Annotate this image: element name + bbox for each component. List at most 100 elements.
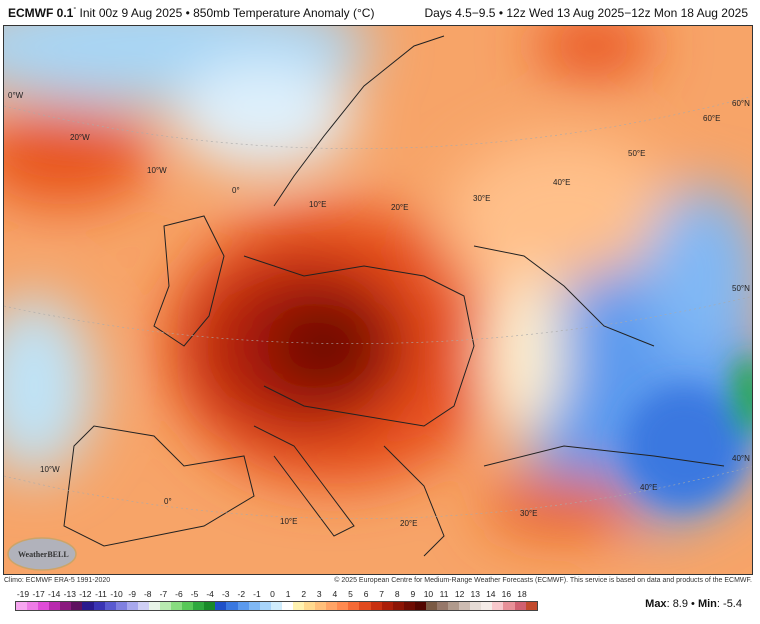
colorbar-tick: 10	[423, 589, 434, 599]
colorbar-tick: 12	[454, 589, 465, 599]
colorbar-swatch	[326, 602, 338, 610]
colorbar-tick: 7	[379, 589, 385, 599]
max-value: 8.9	[672, 598, 688, 610]
colorbar-swatch	[481, 602, 493, 610]
grid-label: 40°N	[732, 454, 750, 463]
colorbar-swatch	[337, 602, 349, 610]
colorbar-swatch	[292, 602, 305, 610]
colorbar-swatch	[237, 602, 249, 610]
colorbar-swatch	[503, 602, 515, 610]
colorbar-tick: 5	[348, 589, 353, 599]
colorbar-swatch	[448, 602, 460, 610]
colorbar-swatch	[470, 602, 482, 610]
colorbar-swatch	[248, 602, 260, 610]
colorbar-tick: -4	[206, 589, 214, 599]
grid-label: 40°E	[640, 483, 657, 492]
colorbar-tick: 0	[270, 589, 275, 599]
colorbar-swatch	[348, 602, 360, 610]
colorbar-swatch	[182, 602, 194, 610]
grid-label: 50°N	[732, 284, 750, 293]
grid-label: 0°	[164, 497, 172, 506]
grid-label: 20°W	[70, 133, 90, 142]
copyright-credit: © 2025 European Centre for Medium-Range …	[334, 577, 752, 584]
colorbar-swatch	[226, 602, 238, 610]
colorbar-swatch	[525, 602, 537, 610]
colorbar-tick: 4	[332, 589, 338, 599]
grid-label: 0°W	[8, 91, 24, 100]
colorbar-swatch	[381, 602, 393, 610]
colorbar-swatch	[392, 602, 404, 610]
colorbar-tick: 11	[439, 589, 449, 599]
colorbar-tick: -5	[190, 589, 199, 599]
colorbar-swatch	[425, 602, 437, 610]
degree-sign: °	[73, 7, 77, 14]
title-text: Init 00z 9 Aug 2025 • 850mb Temperature …	[76, 6, 375, 20]
forecast-period: Days 4.5−9.5 • 12z Wed 13 Aug 2025−12z M…	[424, 6, 748, 20]
grid-label: 30°E	[473, 194, 490, 203]
grid-label: 10°E	[309, 200, 326, 209]
colorbar-tick: -8	[143, 589, 152, 599]
colorbar-swatch	[148, 602, 161, 610]
colorbar-tick: -6	[175, 589, 183, 599]
colorbar-swatch	[204, 602, 216, 610]
colorbar-tick: -14	[48, 589, 61, 599]
grid-label: 10°E	[280, 517, 297, 526]
colorbar-tick: -13	[63, 589, 76, 599]
colorbar-tick: 9	[410, 589, 416, 599]
colorbar-swatch	[16, 602, 28, 610]
model-name: ECMWF 0.1	[8, 6, 74, 20]
colorbar-tick: -7	[159, 589, 168, 599]
colorbar-tick: 3	[316, 589, 322, 599]
colorbar-tick: 1	[285, 589, 291, 599]
colorbar-swatch	[436, 602, 449, 610]
grid-labels: 0°W 20°W 10°W 0° 10°E 20°E 30°E 40°E 50°…	[8, 91, 750, 528]
grid-label: 20°E	[391, 203, 408, 212]
colorbar-swatch	[126, 602, 138, 610]
colorbar-tick: 16	[501, 589, 512, 599]
colorbar-swatch	[115, 602, 127, 610]
max-label: Max	[645, 598, 667, 610]
colorbar-swatch	[359, 602, 371, 610]
colorbar-swatch	[514, 602, 526, 610]
colorbar-swatch	[38, 602, 50, 610]
colorbar-tick: -11	[95, 589, 107, 599]
colorbar-tick: 18	[517, 589, 527, 599]
max-min-readout: Max: 8.9 • Min: -5.4	[645, 598, 742, 610]
grid-label: 10°W	[147, 166, 167, 175]
colorbar-swatch	[137, 602, 149, 610]
colorbar-tick: 8	[394, 589, 400, 599]
colorbar-swatch	[171, 602, 183, 610]
coastlines	[63, 35, 725, 557]
colorbar-swatch	[270, 602, 282, 610]
colorbar-tick: 14	[486, 589, 496, 599]
min-value: -5.4	[723, 598, 742, 610]
grid-label: 10°W	[40, 465, 60, 474]
colorbar-tick: -12	[79, 589, 92, 599]
colorbar-swatch	[459, 602, 471, 610]
colorbar-swatch	[93, 602, 105, 610]
colorbar-swatch	[193, 602, 205, 610]
colorbar-tick: 13	[470, 589, 480, 599]
colorbar-tick: -2	[237, 589, 246, 599]
colorbar-swatch	[304, 602, 316, 610]
colorbar-swatch	[160, 602, 172, 610]
grid-label: 0°	[232, 186, 240, 195]
colorbar-swatch	[60, 602, 72, 610]
colorbar-swatch	[259, 602, 271, 610]
colorbar-swatch	[49, 602, 61, 610]
map-title: ECMWF 0.1° Init 00z 9 Aug 2025 • 850mb T…	[8, 6, 374, 20]
colorbar-tick: -10	[110, 589, 123, 599]
colorbar-swatch	[215, 602, 227, 610]
colorbar-swatch	[71, 602, 83, 610]
colorbar-swatch	[82, 602, 94, 610]
grid-label: 60°N	[732, 99, 750, 108]
weatherbell-logo: WeatherBELL	[7, 537, 77, 571]
colorbar-tick: -9	[128, 589, 136, 599]
min-label: Min	[697, 598, 717, 610]
grid-label: 30°E	[520, 509, 537, 518]
colorbar-ticks: -19 -17 -14 -13 -12 -11 -10 -9 -8 -7 -6 -5 -4 -3 -2 -1 0…	[15, 589, 538, 599]
grid-label: 50°E	[628, 149, 645, 158]
climo-credit: Climo: ECMWF ERA-5 1991-2020	[4, 577, 111, 584]
colorbar-swatch	[281, 602, 293, 610]
grid-label: 40°E	[553, 178, 570, 187]
